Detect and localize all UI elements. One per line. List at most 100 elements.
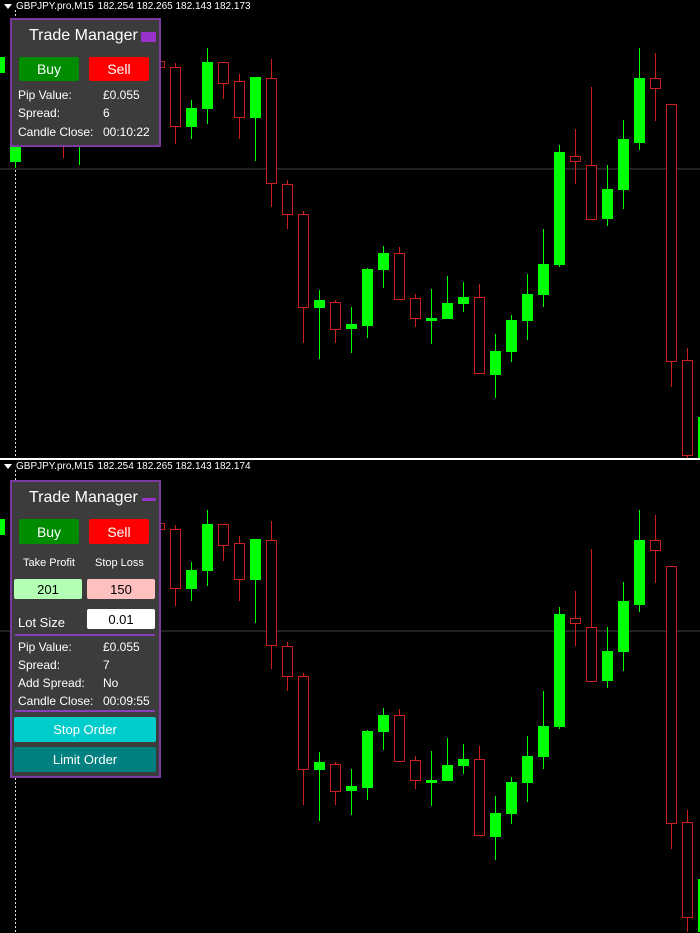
trade-manager-panel: Trade Manager Buy Sell Pip Value: £0.055… (10, 18, 161, 147)
candle-body (522, 294, 533, 321)
candle (458, 282, 469, 312)
candle (426, 289, 437, 344)
dropdown-triangle-icon[interactable] (4, 4, 12, 9)
take-profit-input[interactable]: 201 (14, 579, 82, 599)
sell-button[interactable]: Sell (89, 519, 149, 544)
pip-value: £0.055 (103, 640, 140, 654)
candle (250, 539, 261, 623)
candle-body (682, 822, 693, 918)
dash-icon[interactable] (142, 498, 156, 501)
pip-value: £0.055 (103, 88, 140, 102)
candle-body (394, 253, 405, 300)
candle (362, 730, 373, 800)
candle-body (570, 618, 581, 624)
candle (618, 120, 629, 209)
candle (522, 736, 533, 802)
candle-body (666, 104, 677, 362)
candle-close-value: 00:10:22 (103, 125, 150, 139)
candle (618, 582, 629, 671)
candle-body (586, 627, 597, 682)
buy-button[interactable]: Buy (19, 519, 79, 544)
candle (266, 521, 277, 669)
candle-body (362, 731, 373, 788)
candle-close-value: 00:09:55 (103, 694, 150, 708)
candle (698, 879, 700, 932)
candle (490, 796, 501, 860)
panel-title: Trade Manager (29, 27, 138, 44)
candle-body (698, 417, 700, 458)
candle-body (378, 253, 389, 270)
buy-button[interactable]: Buy (19, 57, 79, 81)
candle (346, 769, 357, 815)
candle (314, 752, 325, 821)
candle (218, 524, 229, 561)
candle (442, 738, 453, 781)
candle-body (634, 78, 645, 143)
candle (586, 549, 597, 682)
candle (410, 294, 421, 327)
candle-body (506, 782, 517, 814)
candle-body (186, 570, 197, 589)
candle-body (250, 77, 261, 118)
chart-window-top[interactable]: GBPJPY.pro,M15 182.254 182.265 182.143 1… (0, 0, 700, 458)
candle-body (538, 264, 549, 295)
candle-body (314, 300, 325, 308)
candle (394, 247, 405, 300)
candle (570, 591, 581, 646)
candle (234, 536, 245, 601)
candle (426, 751, 437, 806)
lot-size-input[interactable]: 0.01 (87, 609, 155, 629)
window-separator (0, 458, 700, 460)
symbol-label: GBPJPY.pro,M15 (16, 461, 94, 472)
take-profit-label: Take Profit (23, 557, 75, 569)
candle-body (474, 759, 485, 836)
candle (234, 74, 245, 139)
candle-body (330, 764, 341, 792)
divider (15, 710, 155, 712)
candle-body (618, 601, 629, 652)
candle-body (282, 184, 293, 215)
spread-label: Spread: (18, 106, 61, 120)
candle (586, 87, 597, 220)
candle-body (234, 543, 245, 580)
square-icon[interactable] (141, 32, 156, 42)
candle-body (490, 351, 501, 375)
candle (666, 104, 677, 387)
pip-value-label: Pip Value: (18, 88, 72, 102)
candle-body (410, 298, 421, 319)
sell-button[interactable]: Sell (89, 57, 149, 81)
candle (0, 519, 5, 535)
candle-body (266, 540, 277, 646)
candle (314, 290, 325, 359)
candle-body (0, 519, 5, 535)
candle (602, 165, 613, 226)
candle (266, 59, 277, 207)
candle-body (570, 156, 581, 162)
add-spread-value[interactable]: No (103, 676, 119, 690)
candle-body (522, 756, 533, 783)
candle-body (346, 324, 357, 329)
candle (698, 417, 700, 458)
candle (202, 510, 213, 586)
candle-body (442, 303, 453, 319)
candle-body (202, 62, 213, 109)
candle (298, 673, 309, 805)
pip-value-label: Pip Value: (18, 640, 72, 654)
candle-body (426, 318, 437, 321)
candle-body (506, 320, 517, 352)
candle (170, 525, 181, 606)
candle (202, 48, 213, 124)
candle-close-label: Candle Close: (18, 125, 94, 139)
candle-body (298, 214, 309, 308)
candle-body (410, 760, 421, 781)
candle (538, 229, 549, 307)
candle-body (666, 566, 677, 824)
stop-loss-input[interactable]: 150 (87, 579, 155, 599)
dropdown-triangle-icon[interactable] (4, 464, 12, 469)
candle (666, 566, 677, 849)
candle-body (218, 62, 229, 84)
divider (15, 634, 155, 636)
stop-order-button[interactable]: Stop Order (14, 717, 156, 742)
candle (330, 300, 341, 343)
limit-order-button[interactable]: Limit Order (14, 747, 156, 772)
